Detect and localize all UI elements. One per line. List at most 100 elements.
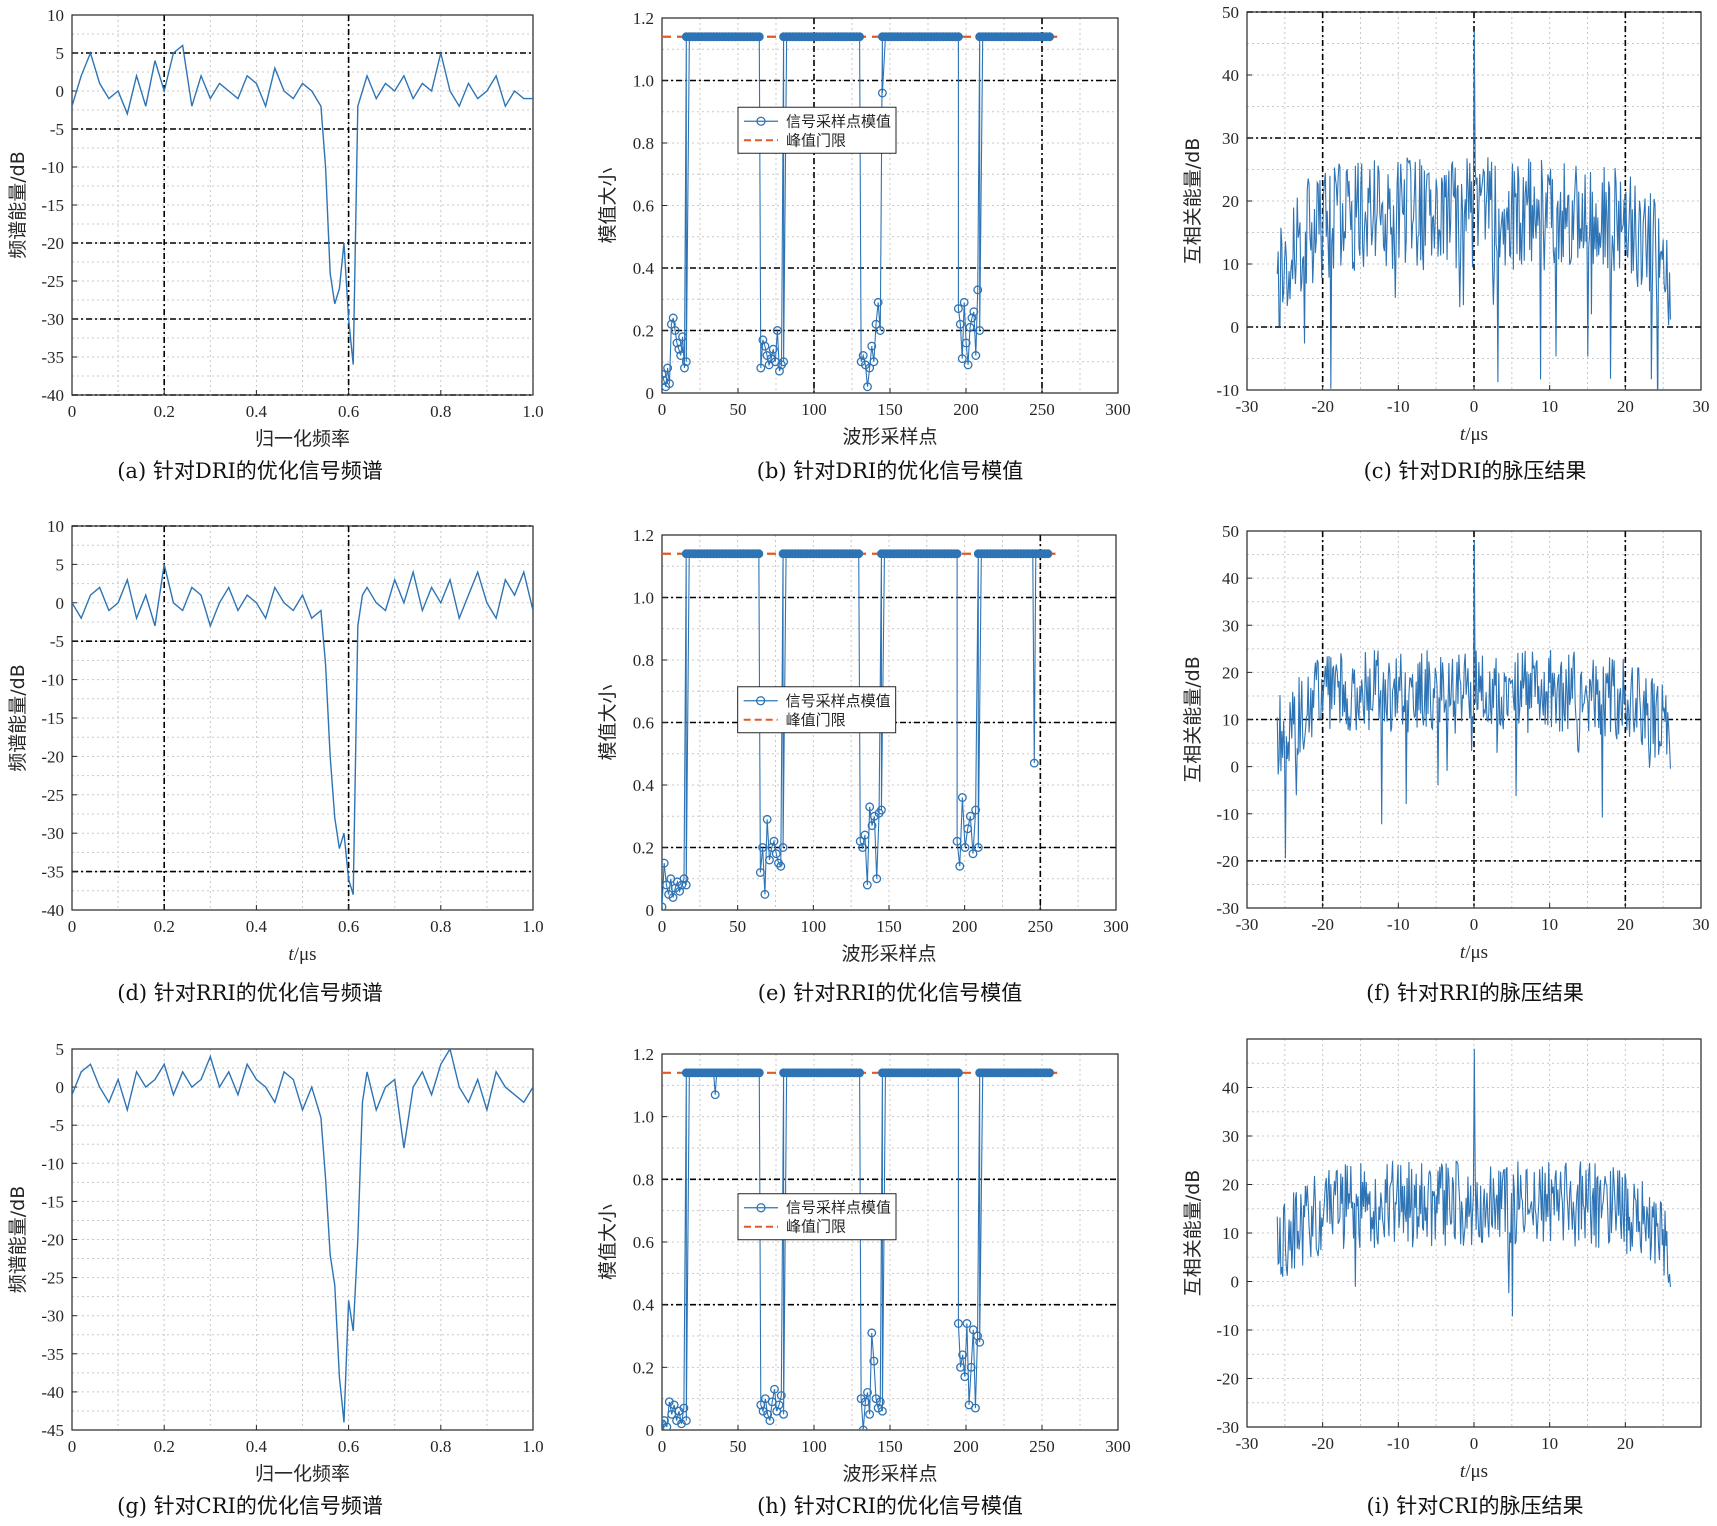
y-axis-label: 互相关能量/dB (1182, 1170, 1204, 1297)
y-tick-label: 20 (1222, 192, 1239, 211)
modulus-point (681, 1416, 691, 1426)
y-tick-label: 1.2 (633, 9, 654, 28)
x-tick-label: 0 (658, 917, 667, 936)
y-tick-label: -10 (1216, 805, 1239, 824)
panel-caption: (b) 针对DRI的优化信号模值 (757, 459, 1023, 483)
modulus-point (960, 843, 970, 852)
modulus-point (665, 379, 674, 389)
x-tick-label: 0 (1470, 1434, 1479, 1453)
modulus-point (959, 297, 969, 307)
legend-label-threshold: 峰值门限 (786, 131, 846, 149)
y-tick-label: 10 (1222, 711, 1239, 730)
x-tick-label: 50 (730, 1437, 747, 1456)
modulus-point (968, 1325, 978, 1335)
y-tick-label: 40 (1222, 569, 1239, 588)
y-tick-label: 50 (1222, 522, 1239, 541)
y-tick-label: 5 (56, 1040, 65, 1059)
panel-caption: (a) 针对DRI的优化信号频谱 (117, 459, 383, 483)
y-tick-label: -25 (41, 1269, 64, 1288)
x-axis-label: 归一化频率 (255, 1463, 350, 1485)
modulus-point (668, 893, 678, 902)
x-tick-label: 0 (1470, 397, 1479, 416)
x-tick-label: 0.2 (154, 1437, 175, 1456)
y-tick-label: -35 (41, 863, 64, 882)
spectrum-line (72, 564, 533, 895)
x-tick-label: -30 (1236, 915, 1259, 934)
panel-e: 0 50 100 150 200 250 300 1.2 1.0 0.8 0.6 0.4 0.2 0 波形采… (597, 526, 1129, 1005)
modulus-line (662, 36, 1050, 387)
y-tick-label: -15 (41, 1192, 64, 1211)
x-tick-label: -20 (1311, 1434, 1334, 1453)
x-tick-label: 150 (877, 1437, 903, 1456)
panel-a: 0 0.2 0.4 0.6 0.8 1.0 10 5 0 -5 -10 -15 -20 -25 -30 -35… (7, 6, 544, 483)
y-axis-label: 互相关能量/dB (1182, 656, 1204, 783)
x-tick-label: 0.2 (154, 402, 175, 421)
modulus-point (957, 354, 967, 364)
modulus-point (678, 332, 688, 342)
panel-caption: (f) 针对RRI的脉压结果 (1366, 981, 1584, 1005)
plot-area (1276, 1048, 1671, 1317)
modulus-point (975, 1337, 985, 1347)
modulus-point (760, 341, 770, 351)
modulus-point (968, 849, 978, 859)
panel-caption: (i) 针对CRI的脉压结果 (1367, 1494, 1584, 1518)
x-tick-label: 10 (1541, 1434, 1558, 1453)
x-tick-label: 50 (729, 917, 746, 936)
y-tick-label: -30 (1216, 1418, 1239, 1437)
modulus-point (754, 1068, 764, 1078)
x-tick-label: 100 (801, 400, 827, 419)
plot-area (1276, 30, 1671, 390)
modulus-point (776, 861, 786, 871)
modulus-point (971, 351, 981, 360)
y-tick-label: 40 (1222, 1079, 1239, 1098)
y-tick-label: -25 (41, 272, 64, 291)
modulus-point (863, 1387, 872, 1397)
modulus-point (754, 32, 764, 42)
modulus-point (975, 326, 985, 335)
plot-area (662, 32, 1058, 392)
y-tick-label: -20 (41, 234, 64, 253)
x-tick-label: 0 (658, 1437, 667, 1456)
x-tick-label: 1.0 (522, 402, 543, 421)
x-tick-label: 0 (68, 1437, 77, 1456)
modulus-point (952, 836, 962, 846)
grid-minor (661, 1053, 1119, 1431)
modulus-point (774, 1400, 784, 1410)
panel-f: -30 -20 -10 0 10 20 30 50 40 30 20 10 0 -10 -20 -30 t/μs… (1182, 522, 1710, 1005)
y-tick-label: 0.2 (633, 1358, 654, 1377)
y-tick-label: 0.8 (633, 651, 654, 670)
modulus-point (860, 830, 870, 840)
plot-area (662, 1068, 1058, 1430)
y-axis-label: 频谱能量/dB (7, 664, 29, 772)
y-tick-label: -45 (41, 1421, 64, 1440)
x-tick-label: -10 (1387, 915, 1410, 934)
y-tick-label: -5 (50, 120, 64, 139)
modulus-point (956, 1362, 965, 1372)
grid-minor (71, 14, 534, 396)
y-tick-label: -10 (41, 158, 64, 177)
y-tick-label: 20 (1222, 1176, 1239, 1195)
x-tick-label: 100 (801, 917, 827, 936)
y-tick-label: -15 (41, 196, 64, 215)
y-axis-label: 互相关能量/dB (1182, 138, 1204, 265)
modulus-point (1045, 32, 1055, 42)
panel-c: -30 -20 -10 0 10 20 30 50 40 30 20 10 0 -10 t/μs 互相关能量/… (1182, 3, 1710, 483)
panel-caption: (g) 针对CRI的优化信号频谱 (117, 1494, 383, 1518)
modulus-point (681, 357, 691, 367)
pulse-compression-line (1276, 1048, 1671, 1317)
x-tick-label: 0.4 (246, 917, 268, 936)
modulus-point (969, 307, 979, 317)
y-tick-label: 0.2 (633, 322, 654, 341)
modulus-point (681, 880, 691, 890)
plot-area (72, 1049, 533, 1423)
x-tick-label: 200 (953, 1437, 979, 1456)
modulus-point (758, 335, 768, 345)
panel-caption: (e) 针对RRI的优化信号模值 (758, 981, 1022, 1005)
y-tick-label: -20 (41, 1231, 64, 1250)
modulus-point (677, 880, 687, 890)
x-tick-label: 1.0 (522, 917, 543, 936)
modulus-point (858, 351, 868, 360)
x-tick-label: -30 (1236, 1434, 1259, 1453)
